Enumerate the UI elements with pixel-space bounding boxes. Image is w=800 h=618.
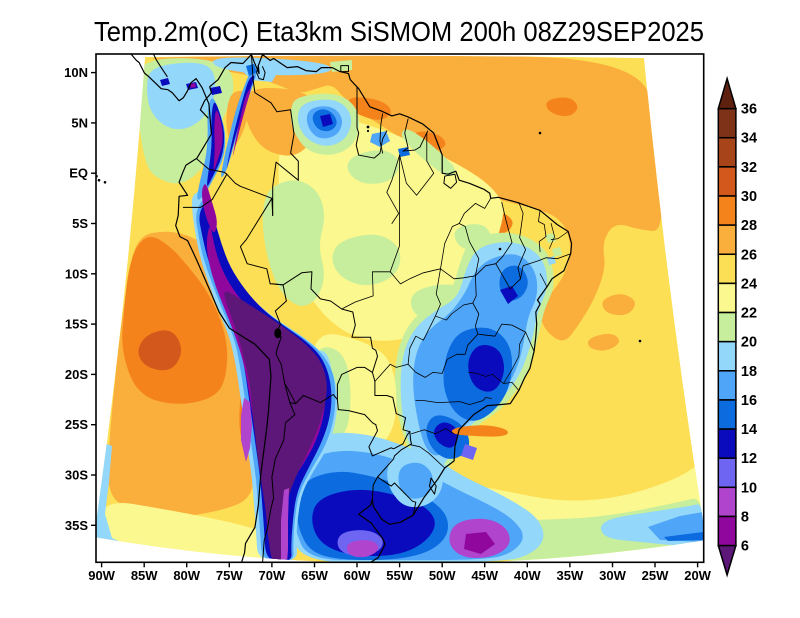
svg-text:32: 32 [741,160,757,176]
svg-text:90W: 90W [88,568,115,583]
svg-text:85W: 85W [131,568,158,583]
svg-text:16: 16 [741,393,757,409]
svg-text:50W: 50W [429,568,456,583]
svg-text:30W: 30W [599,568,626,583]
svg-text:35S: 35S [65,518,88,533]
svg-text:5N: 5N [71,115,88,130]
svg-text:5S: 5S [72,216,88,231]
svg-text:8: 8 [741,510,749,526]
svg-text:70W: 70W [259,568,286,583]
svg-text:45W: 45W [471,568,498,583]
svg-text:10S: 10S [65,266,88,281]
svg-text:34: 34 [741,131,757,147]
svg-text:14: 14 [741,422,757,438]
svg-text:25W: 25W [642,568,669,583]
svg-text:30S: 30S [65,468,88,483]
svg-text:20S: 20S [65,367,88,382]
svg-text:36: 36 [741,102,757,118]
svg-text:60W: 60W [344,568,371,583]
svg-text:75W: 75W [216,568,243,583]
svg-text:26: 26 [741,247,757,263]
svg-text:30: 30 [741,189,757,205]
svg-text:12: 12 [741,451,757,467]
svg-text:55W: 55W [386,568,413,583]
svg-text:65W: 65W [301,568,328,583]
svg-text:6: 6 [741,539,749,555]
svg-text:22: 22 [741,306,757,322]
svg-text:20: 20 [741,335,757,351]
svg-text:10: 10 [741,480,757,496]
svg-text:24: 24 [741,276,757,292]
svg-text:35W: 35W [557,568,584,583]
svg-text:Temp.2m(oC) Eta3km SiSMOM 200h: Temp.2m(oC) Eta3km SiSMOM 200h 08Z29SEP2… [94,16,704,47]
svg-text:20W: 20W [684,568,711,583]
svg-text:18: 18 [741,364,757,380]
svg-text:28: 28 [741,218,757,234]
svg-text:15S: 15S [65,317,88,332]
svg-text:25S: 25S [65,417,88,432]
svg-text:EQ: EQ [69,166,88,181]
svg-text:80W: 80W [173,568,200,583]
svg-text:40W: 40W [514,568,541,583]
svg-text:10N: 10N [64,65,88,80]
